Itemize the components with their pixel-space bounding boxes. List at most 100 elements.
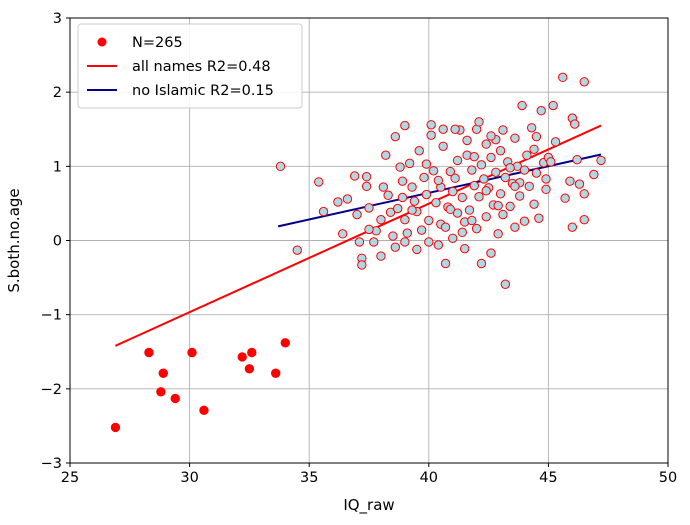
scatter-point (237, 352, 247, 362)
scatter-point (481, 186, 491, 196)
scatter-point (275, 161, 286, 172)
scatter-point (364, 203, 374, 213)
scatter-point (514, 191, 525, 201)
scatter-point (400, 237, 410, 247)
scatter-point (541, 184, 551, 195)
scatter-point (457, 227, 467, 238)
y-tick-label: 3 (53, 11, 62, 27)
scatter-point (409, 196, 420, 206)
scatter-point (474, 192, 484, 202)
scatter-point (448, 233, 458, 243)
scatter-point (361, 181, 372, 192)
scatter-point (524, 181, 534, 192)
scatter-point (531, 131, 542, 142)
scatter-point (364, 224, 374, 235)
scatter-point (529, 199, 539, 209)
scatter-point (471, 223, 482, 234)
scatter-point (467, 215, 477, 226)
y-tick-label: 2 (53, 85, 62, 101)
scatter-point (541, 174, 551, 184)
scatter-point (505, 201, 515, 212)
scatter-point (529, 144, 539, 154)
scatter-point (519, 165, 530, 175)
scatter-point (500, 172, 511, 183)
scatter-point (570, 119, 580, 129)
scatter-point (464, 205, 475, 215)
scatter-point (550, 137, 561, 147)
scatter-point (244, 364, 255, 374)
scatter-point (534, 213, 544, 223)
scatter-point (402, 228, 412, 238)
x-axis-ticks: 25 30 35 40 45 50 (61, 463, 677, 486)
scatter-point (400, 215, 410, 225)
scatter-point (247, 347, 257, 358)
scatter-point (414, 146, 424, 156)
scatter-point (510, 222, 520, 232)
scatter-point (579, 215, 589, 225)
scatter-point (390, 131, 401, 142)
y-tick-label: −3 (41, 456, 62, 472)
y-tick-label: −1 (41, 308, 62, 324)
scatter-point (390, 242, 401, 252)
scatter-point (397, 176, 408, 186)
scatter-point (271, 368, 281, 378)
legend: N=265 all names R2=0.48 no Islamic R2=0.… (77, 23, 303, 109)
scatter-point (337, 229, 348, 239)
scatter-point (383, 190, 393, 200)
scatter-point (369, 237, 379, 247)
scatter-point (493, 200, 503, 211)
scatter-point (445, 166, 456, 177)
scatter-point (505, 163, 515, 173)
scatter-point (474, 117, 484, 127)
scatter-point (469, 151, 479, 162)
scatter-point (479, 174, 489, 184)
scatter-point (416, 225, 427, 235)
scatter-point (440, 222, 451, 232)
scatter-point (433, 175, 444, 186)
scatter-point (376, 251, 386, 261)
scatter-point (445, 204, 456, 215)
scatter-point (438, 141, 448, 152)
scatter-point (424, 215, 434, 226)
x-tick-label: 40 (420, 470, 438, 486)
scatter-point (450, 173, 460, 183)
scatter-point (144, 347, 154, 358)
scatter-point (565, 176, 575, 186)
x-tick-label: 50 (659, 470, 677, 486)
scatter-point (357, 260, 367, 270)
x-tick-label: 25 (61, 470, 79, 486)
x-tick-label: 30 (180, 470, 198, 486)
y-axis-ticks: −3 −2 −1 0 1 2 3 (41, 11, 70, 472)
scatter-point (426, 130, 436, 140)
scatter-point (486, 131, 496, 141)
scatter-point (495, 189, 506, 199)
scatter-point (421, 159, 432, 169)
scatter-point (531, 168, 542, 178)
scatter-point (519, 216, 530, 226)
scatter-point (292, 245, 302, 255)
regression-line (115, 124, 602, 347)
scatter-point (156, 387, 166, 397)
scatter-point (467, 165, 477, 175)
scatter-point (426, 120, 436, 130)
scatter-point (498, 209, 508, 220)
scatter-point (481, 139, 491, 149)
scatter-point (476, 258, 487, 269)
scatter-point (560, 193, 570, 203)
scatter-point (378, 182, 389, 192)
scatter-point (419, 172, 429, 183)
scatter-point (558, 72, 568, 83)
scatter-point (498, 125, 508, 135)
scatter-point (596, 155, 606, 166)
scatter-point (438, 124, 448, 134)
x-tick-label: 35 (300, 470, 318, 486)
scatter-point (452, 208, 463, 218)
scatter-point (574, 179, 585, 189)
scatter-point (567, 222, 578, 232)
y-tick-label: 0 (53, 234, 62, 250)
scatter-point (517, 100, 527, 111)
scatter-point (318, 206, 329, 217)
scatter-point (349, 171, 360, 181)
scatter-point (510, 181, 520, 192)
